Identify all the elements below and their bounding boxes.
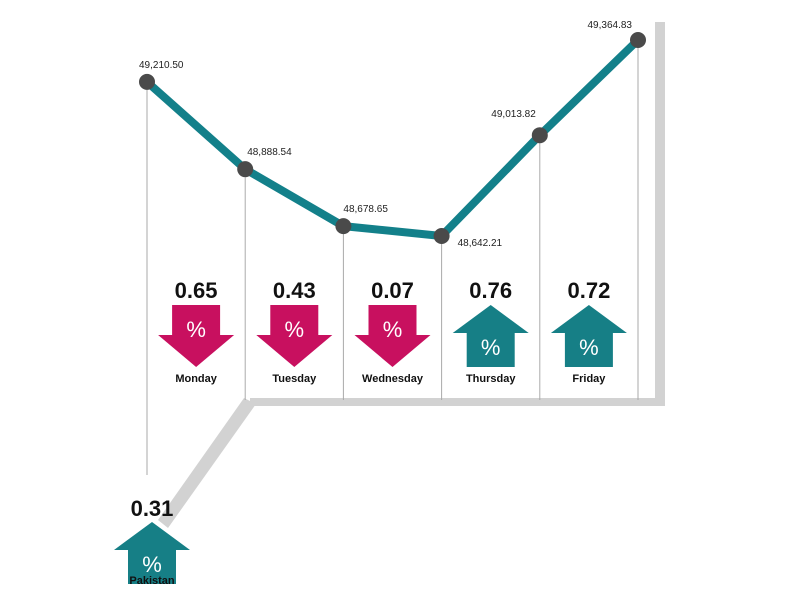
value-label: 48,888.54 [247,147,292,158]
day-label: Wednesday [362,373,424,385]
change-value: 0.65 [175,278,218,303]
change-value: 0.43 [273,278,316,303]
value-label: 49,013.82 [491,109,536,120]
value-label: 48,642.21 [458,238,503,249]
point-marker [139,73,155,90]
percent-symbol: % [285,317,305,342]
change-value: 0.31 [131,496,174,521]
value-label: 49,364.83 [588,20,633,31]
panel-shadow [158,22,665,528]
percent-symbol: % [481,335,501,360]
point-marker [335,218,352,235]
change-value: 0.76 [469,278,512,303]
direction-arrow [550,305,627,367]
point-marker [237,161,254,178]
percent-symbol: % [142,552,162,577]
change-value: 0.72 [567,278,610,303]
point-marker [433,228,450,244]
direction-arrow [158,305,235,367]
direction-arrow [452,305,529,367]
day-label: Friday [572,373,606,385]
point-marker [531,127,548,144]
percent-symbol: % [383,317,403,342]
percent-symbol: % [186,317,206,342]
direction-arrow [256,305,333,367]
direction-arrow [114,522,190,584]
day-label: Monday [175,373,217,385]
value-label: 49,210.50 [139,60,184,71]
value-label: 48,678.65 [343,204,388,215]
percent-symbol: % [579,335,599,360]
change-value: 0.07 [371,278,414,303]
direction-arrow [354,305,431,367]
day-label: Thursday [466,373,516,385]
point-marker [630,32,646,48]
day-label: Tuesday [272,373,317,385]
region-label: Pakistan [129,575,175,587]
index-line [144,37,641,240]
